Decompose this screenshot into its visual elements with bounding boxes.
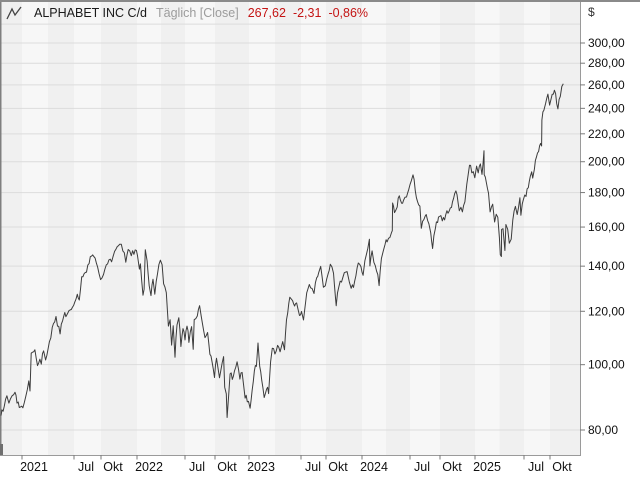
- x-tick-label: 2022: [135, 460, 163, 474]
- y-tick-label: 100,00: [588, 358, 625, 372]
- quarter-band: [440, 2, 475, 455]
- x-tick-label: Okt: [217, 460, 237, 474]
- x-tick-label: Jul: [189, 460, 205, 474]
- y-tick-label: 160,00: [588, 220, 625, 234]
- quarter-band: [48, 2, 74, 455]
- x-tick-label: 2024: [360, 460, 388, 474]
- x-tick-label: Jul: [528, 460, 544, 474]
- quarter-band: [275, 2, 301, 455]
- currency-unit-label: $: [588, 5, 595, 19]
- quarter-band: [301, 2, 326, 455]
- pane-resize-handle: [0, 444, 3, 455]
- y-tick-label: 280,00: [588, 56, 625, 70]
- y-tick-label: 240,00: [588, 101, 625, 115]
- x-tick-label: 2025: [473, 460, 501, 474]
- quarter-band: [1, 2, 22, 455]
- x-tick-label: 2023: [247, 460, 275, 474]
- quote-values: 267,62 -2,31 -0,86%: [248, 6, 368, 20]
- interval-label: Täglich [Close]: [156, 6, 239, 20]
- left-border: [0, 2, 2, 455]
- x-tick-label: Okt: [552, 460, 572, 474]
- quarter-band: [161, 2, 185, 455]
- quarter-band: [101, 2, 137, 455]
- y-tick-label: 300,00: [588, 36, 625, 50]
- x-tick-label: Okt: [328, 460, 348, 474]
- quarter-band: [524, 2, 550, 455]
- y-tick-label: 200,00: [588, 155, 625, 169]
- quarter-band: [475, 2, 500, 455]
- instrument-name: ALPHABET INC C/d: [34, 6, 148, 20]
- price-change: -2,31: [292, 6, 322, 20]
- quarter-band: [22, 2, 48, 455]
- quarter-band: [386, 2, 410, 455]
- quarter-band: [362, 2, 386, 455]
- y-tick-label: 220,00: [588, 127, 625, 141]
- x-tick-label: 2021: [20, 460, 48, 474]
- price-line: [0, 83, 564, 418]
- quarter-band: [326, 2, 362, 455]
- y-tick-label: 140,00: [588, 259, 625, 273]
- quarter-band: [74, 2, 101, 455]
- x-tick-label: Okt: [442, 460, 462, 474]
- top-border: [0, 0, 640, 2]
- y-tick-label: 260,00: [588, 78, 625, 92]
- line-chart-icon: [6, 6, 22, 20]
- y-tick-label: 120,00: [588, 304, 625, 318]
- quarter-band: [137, 2, 161, 455]
- x-tick-label: Jul: [78, 460, 94, 474]
- quarter-band: [185, 2, 215, 455]
- price-change-percent: -0,86%: [328, 6, 369, 20]
- x-tick-label: Jul: [414, 460, 430, 474]
- quarter-band: [550, 2, 580, 455]
- x-tick-label: Jul: [305, 460, 321, 474]
- y-tick-label: 80,00: [588, 423, 618, 437]
- y-tick-label: 180,00: [588, 186, 625, 200]
- last-price: 267,62: [247, 6, 286, 20]
- x-tick-label: Okt: [103, 460, 123, 474]
- quote-header: ALPHABET INC C/d Täglich [Close] 267,62 …: [5, 3, 368, 23]
